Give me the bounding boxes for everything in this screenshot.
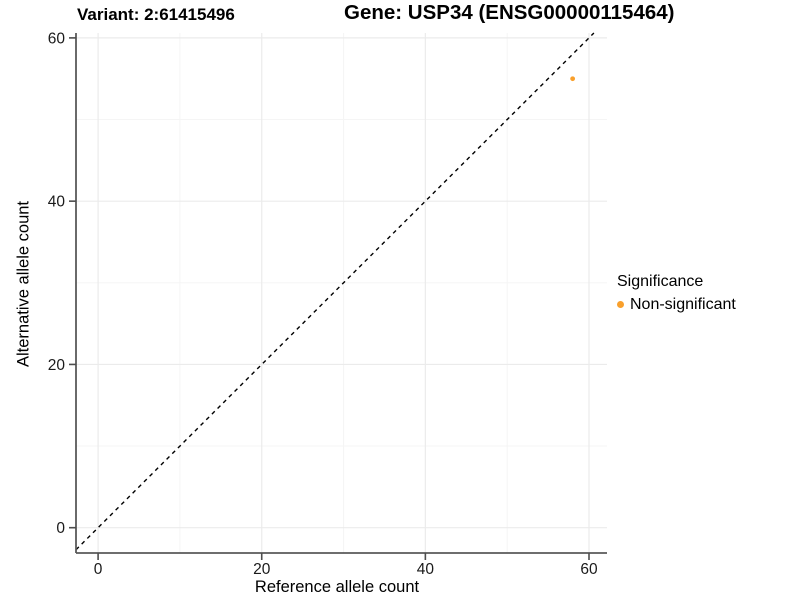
legend-title: Significance [617,273,704,290]
x-tick-label: 20 [253,561,271,578]
legend-point-icon [617,301,624,308]
x-tick-label: 60 [580,561,598,578]
legend: Significance Non-significant [617,272,736,314]
y-axis-title: Alternative allele count [14,200,33,368]
y-tick-label: 0 [56,520,65,537]
legend-entry: Non-significant [617,295,736,314]
x-tick-label: 0 [94,561,103,578]
y-tick-label: 20 [48,357,66,374]
y-tick-label: 60 [48,30,66,47]
legend-entry-label: Non-significant [630,296,736,313]
y-tick-label: 40 [48,194,66,211]
plot-title-gene: Gene: USP34 (ENSG00000115464) [344,1,675,24]
x-tick-label: 40 [417,561,435,578]
identity-line [75,32,595,551]
data-point [570,76,576,82]
x-axis-title: Reference allele count [254,578,420,596]
plot-title-variant: Variant: 2:61415496 [77,5,235,24]
